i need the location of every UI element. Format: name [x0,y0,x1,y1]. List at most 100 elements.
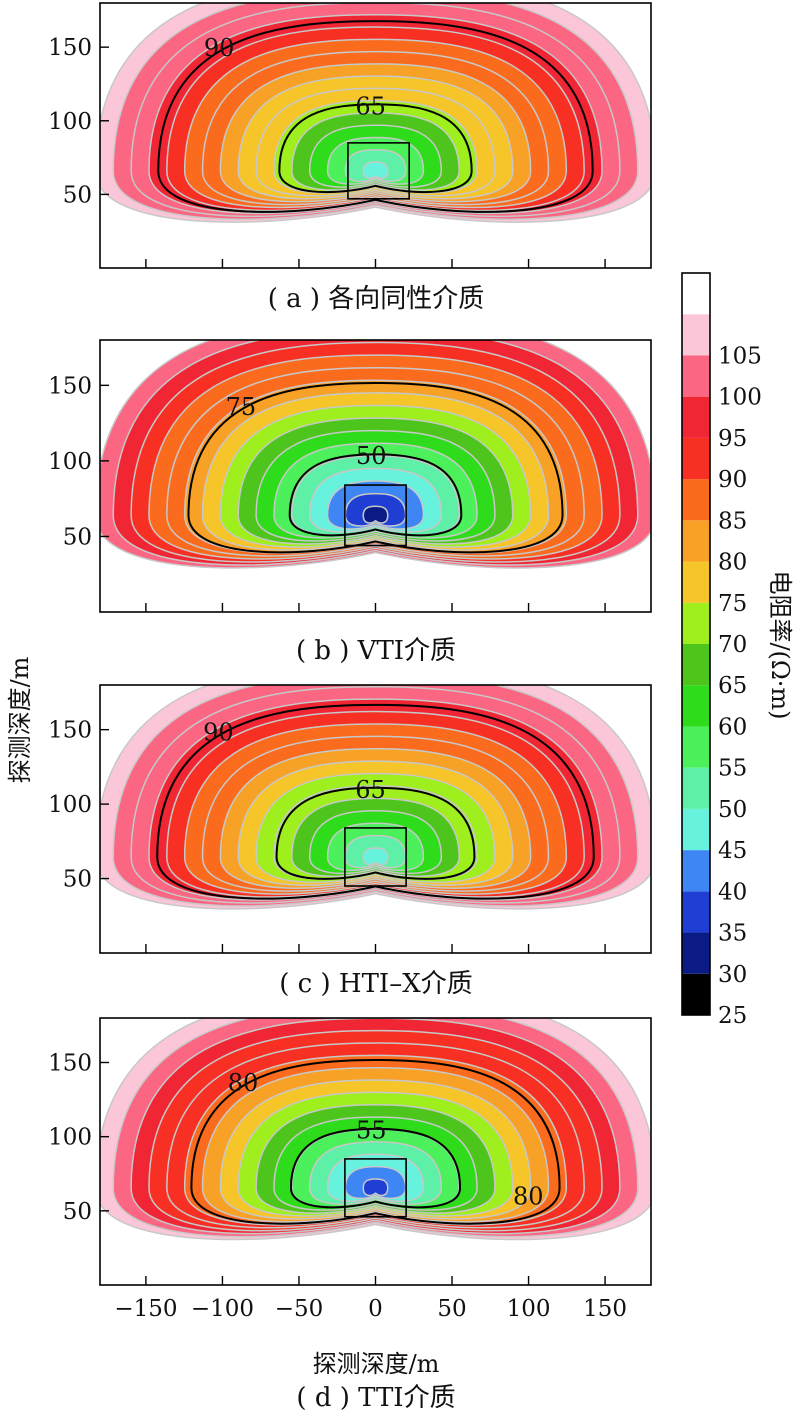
colorbar-swatch [682,891,710,933]
no-data-region [100,898,651,953]
panel-caption: ( c ) HTI–X介质 [279,969,472,999]
colorbar-swatch [682,314,710,356]
y-tick-label: 100 [48,449,92,475]
x-tick-label: 50 [437,1296,466,1322]
colorbar-tick-label: 75 [718,591,747,617]
y-tick-label: 50 [63,524,92,550]
anomaly-box [347,142,410,200]
colorbar-swatch [682,602,710,644]
panel-caption: ( a ) 各向同性介质 [268,284,485,314]
colorbar-swatch [682,644,710,686]
panel-a: 65 90 50 100 150 ( a ) 各向同性介质 [48,2,652,314]
colorbar-swatch [682,850,710,892]
y-axis-title: 探测深度/m [6,656,34,783]
contour-label: 80 [513,1183,544,1211]
resistivity-field [100,685,651,953]
contour-line-90 [157,20,594,213]
x-tick-label: −150 [114,1296,177,1322]
colorbar-tick-label: 60 [718,714,747,740]
resistivity-field [100,3,651,268]
panel-caption: ( b ) VTI介质 [296,636,456,666]
x-tick-label: −50 [275,1296,324,1322]
colorbar-swatch [682,685,710,727]
contour-label: 90 [204,34,235,62]
contour-label: 80 [228,1069,259,1097]
no-data-region [100,1229,651,1285]
contour-label: 65 [355,92,386,120]
x-tick-label: 100 [507,1296,551,1322]
y-tick-label: 100 [48,792,92,818]
resistivity-field [100,340,651,612]
resistivity-field [100,1018,651,1285]
y-tick-label: 50 [63,867,92,893]
colorbar-swatch [682,561,710,603]
anomaly-box [344,827,407,887]
colorbar-tick-label: 70 [718,632,747,658]
colorbar-tick-label: 25 [718,1003,747,1029]
contour-line-65 [278,103,473,194]
colorbar: 25 30 35 40 45 50 55 60 65 70 75 80 85 90 95 100 105 [681,272,762,1029]
colorbar-swatch [682,355,710,397]
contour-line-80 [190,1058,561,1225]
y-tick-label: 50 [63,1199,92,1225]
colorbar-swatch [682,479,710,521]
contour-label: 90 [203,718,234,746]
colorbar-tick-label: 65 [718,673,747,699]
panel-caption: ( d ) TTI介质 [296,1383,455,1413]
panels-group: 65 90 50 100 150 ( a ) 各向同性介质 50 75 50 100 150 ( b … [48,2,652,1413]
panel-d: 55 80 80 50 100 150 −150 −100 −50 0 50 100 150 ( d ) … [48,1017,652,1413]
contour-band [362,1178,389,1197]
colorbar-swatch [682,396,710,438]
contour-label: 65 [355,776,386,804]
colorbar-tick-label: 35 [718,921,747,947]
anomaly-box [344,484,407,547]
anomaly-box [344,1158,407,1218]
contour-label: 75 [226,393,257,421]
colorbar-tick-label: 30 [718,962,747,988]
colorbar-tick-label: 45 [718,838,747,864]
x-tick-label: 150 [583,1296,627,1322]
y-tick-label: 50 [63,182,92,208]
colorbar-tick-label: 55 [718,756,747,782]
contour-band [362,505,389,524]
colorbar-tick-label: 80 [718,550,747,576]
colorbar-swatch [682,437,710,480]
colorbar-swatch [682,273,710,315]
colorbar-swatch [682,932,710,974]
colorbar-frame [681,272,711,1016]
no-data-region [100,557,651,612]
colorbar-swatch [682,726,710,768]
colorbar-swatch [682,808,710,851]
colorbar-swatch [682,767,710,809]
contour-label: 55 [356,1117,387,1145]
x-tick-label: 0 [368,1296,383,1322]
colorbar-tick-label: 40 [718,879,747,905]
colorbar-title: 电阻率/(Ω·m) [766,570,794,719]
contour-line-65 [275,786,476,880]
colorbar-swatch [682,973,710,1015]
x-tick-label: −100 [191,1296,254,1322]
colorbar-tick-label: 100 [718,385,762,411]
colorbar-swatch [682,520,710,562]
y-tick-label: 150 [48,718,92,744]
x-axis-title: 探测深度/m [313,1350,440,1378]
y-tick-label: 150 [48,373,92,399]
colorbar-tick-label: 85 [718,508,747,534]
panel-b: 50 75 50 100 150 ( b ) VTI介质 [48,339,652,666]
colorbar-tick-label: 105 [718,343,762,369]
panel-c: 65 90 50 100 150 ( c ) HTI–X介质 [48,684,652,999]
colorbar-tick-label: 90 [718,467,747,493]
y-tick-label: 150 [48,1051,92,1077]
contour-line-90 [156,703,595,900]
colorbar-tick-label: 50 [718,797,747,823]
contour-band [362,161,389,180]
y-tick-label: 100 [48,1125,92,1151]
colorbar-tick-label: 95 [718,426,747,452]
contour-line-75 [187,381,564,554]
contour-label: 50 [356,442,387,470]
y-tick-label: 150 [48,35,92,61]
contour-band [362,847,389,866]
y-tick-label: 100 [48,109,92,135]
no-data-region [100,212,651,268]
